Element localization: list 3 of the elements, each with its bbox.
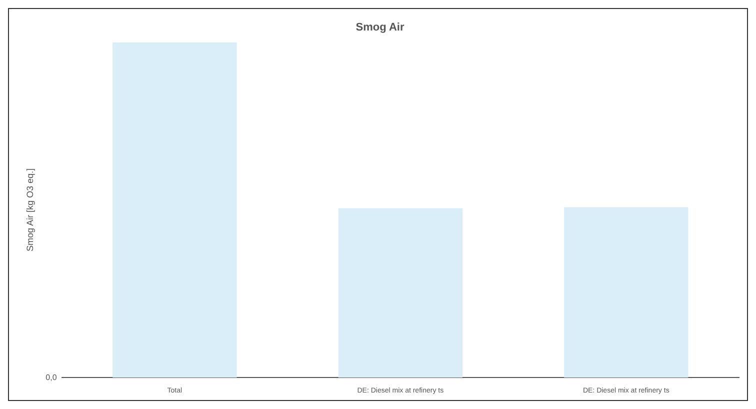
y-axis-title: Smog Air [kg O3 eq.]: [24, 168, 35, 252]
text: 0,0: [46, 372, 58, 382]
chart-title: Smog Air: [356, 22, 405, 34]
